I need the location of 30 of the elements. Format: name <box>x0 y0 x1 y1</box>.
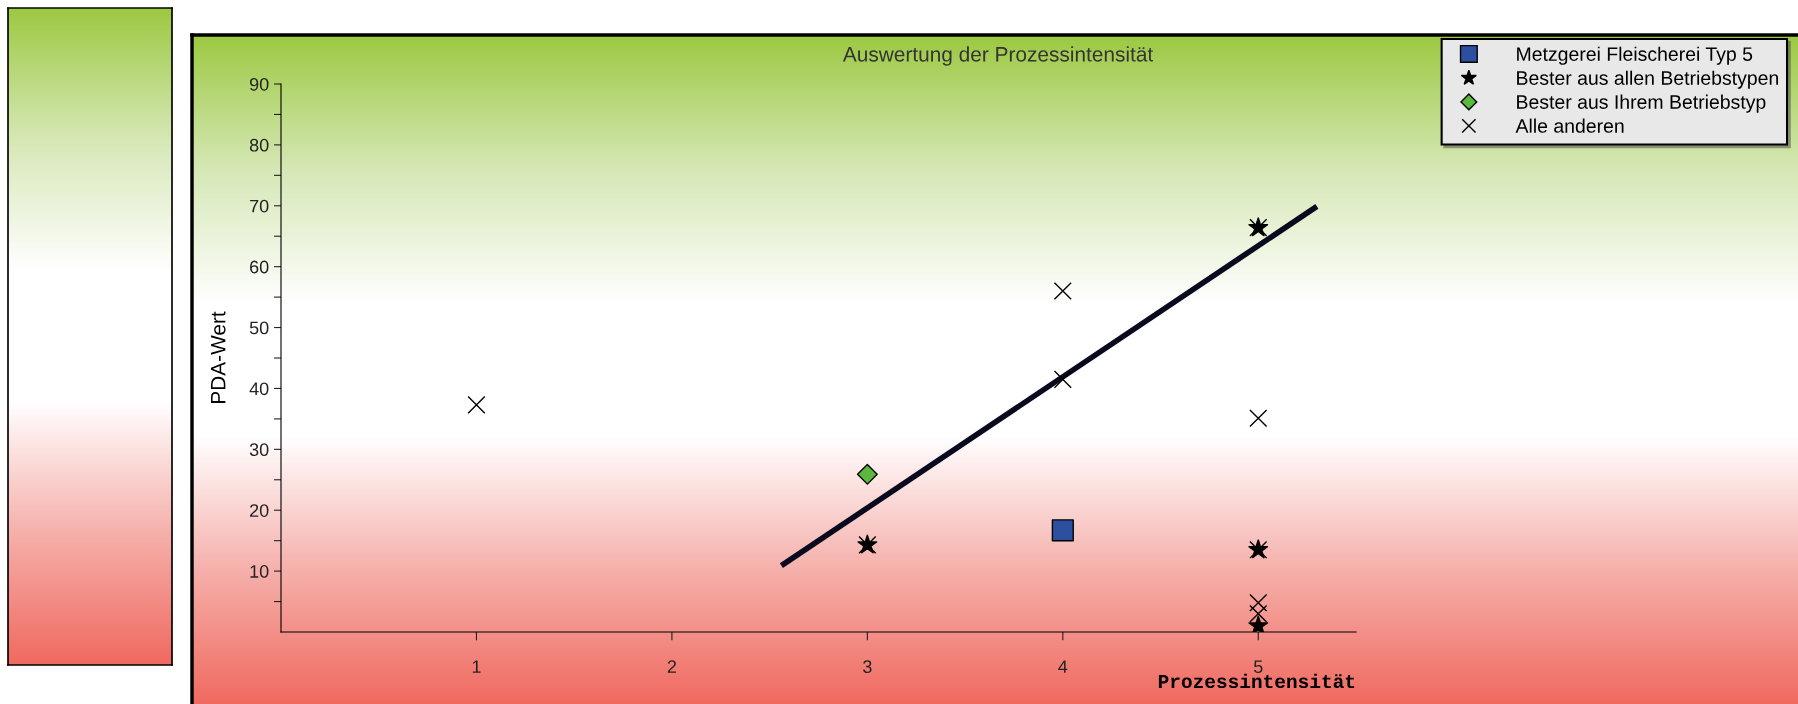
y-tick-label: 60 <box>250 260 269 274</box>
y-tick-label: 30 <box>249 443 269 457</box>
point <box>1248 615 1269 632</box>
point <box>1053 281 1072 301</box>
legend-label: Metzgerei Fleischerei Typ 5 <box>1517 46 1753 65</box>
point <box>1051 519 1074 542</box>
y-tick-label: 40 <box>249 382 269 396</box>
point <box>1249 593 1268 612</box>
y-tick-label: 70 <box>250 199 269 213</box>
x-tick-label: 1 <box>472 660 481 673</box>
x-axis-title: Prozessintensität <box>1158 673 1355 689</box>
legend-label: Bester aus Ihrem Betriebstyp <box>1517 94 1766 113</box>
y-axis-title: PDA-Wert <box>211 311 226 403</box>
x-tick-label: 4 <box>1058 660 1068 673</box>
y-tick-label: 80 <box>249 138 269 152</box>
x-tick-label: 5 <box>1253 660 1263 674</box>
x-tick-label: 2 <box>667 660 677 673</box>
point <box>1249 604 1268 623</box>
y-tick-label: 20 <box>250 504 269 517</box>
point <box>1249 409 1268 428</box>
legend-label: Bester aus allen Betriebstypen <box>1517 70 1778 89</box>
y-tick-label: 50 <box>249 321 269 335</box>
legend-label: Alle anderen <box>1515 118 1624 133</box>
point <box>1053 370 1072 389</box>
chart-title: Auswertung der Prozessintensität <box>842 46 1154 66</box>
x-tick-label: 3 <box>863 660 872 674</box>
y-tick-label: 90 <box>249 77 269 91</box>
y-tick-label: 10 <box>250 565 269 578</box>
point <box>467 395 486 414</box>
point <box>856 463 878 485</box>
